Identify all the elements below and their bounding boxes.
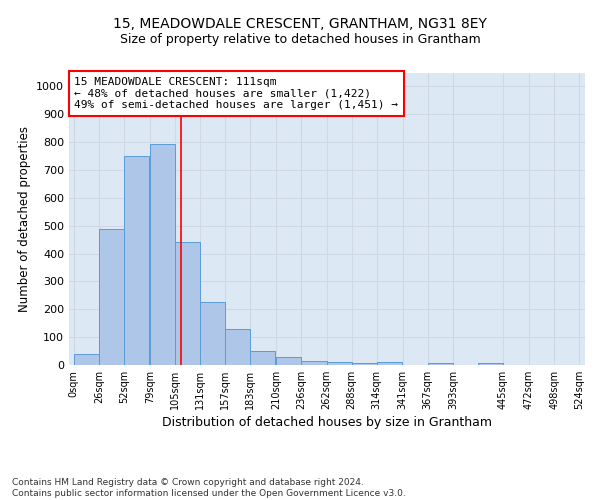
Bar	[428, 363, 453, 365]
Bar	[200, 302, 225, 365]
Bar	[478, 363, 503, 365]
Y-axis label: Number of detached properties: Number of detached properties	[17, 126, 31, 312]
Bar	[74, 354, 99, 365]
Bar	[250, 351, 275, 365]
Bar	[99, 228, 124, 365]
Text: 15, MEADOWDALE CRESCENT, GRANTHAM, NG31 8EY: 15, MEADOWDALE CRESCENT, GRANTHAM, NG31 …	[113, 18, 487, 32]
Bar	[301, 361, 326, 365]
Bar	[124, 156, 149, 365]
Bar	[352, 363, 377, 365]
Bar	[150, 144, 175, 365]
Bar	[225, 329, 250, 365]
Text: Size of property relative to detached houses in Grantham: Size of property relative to detached ho…	[119, 32, 481, 46]
Bar	[175, 242, 200, 365]
Bar	[326, 362, 352, 365]
X-axis label: Distribution of detached houses by size in Grantham: Distribution of detached houses by size …	[162, 416, 492, 429]
Bar	[277, 358, 301, 365]
Bar	[377, 362, 402, 365]
Text: Contains HM Land Registry data © Crown copyright and database right 2024.
Contai: Contains HM Land Registry data © Crown c…	[12, 478, 406, 498]
Text: 15 MEADOWDALE CRESCENT: 111sqm
← 48% of detached houses are smaller (1,422)
49% : 15 MEADOWDALE CRESCENT: 111sqm ← 48% of …	[74, 77, 398, 110]
